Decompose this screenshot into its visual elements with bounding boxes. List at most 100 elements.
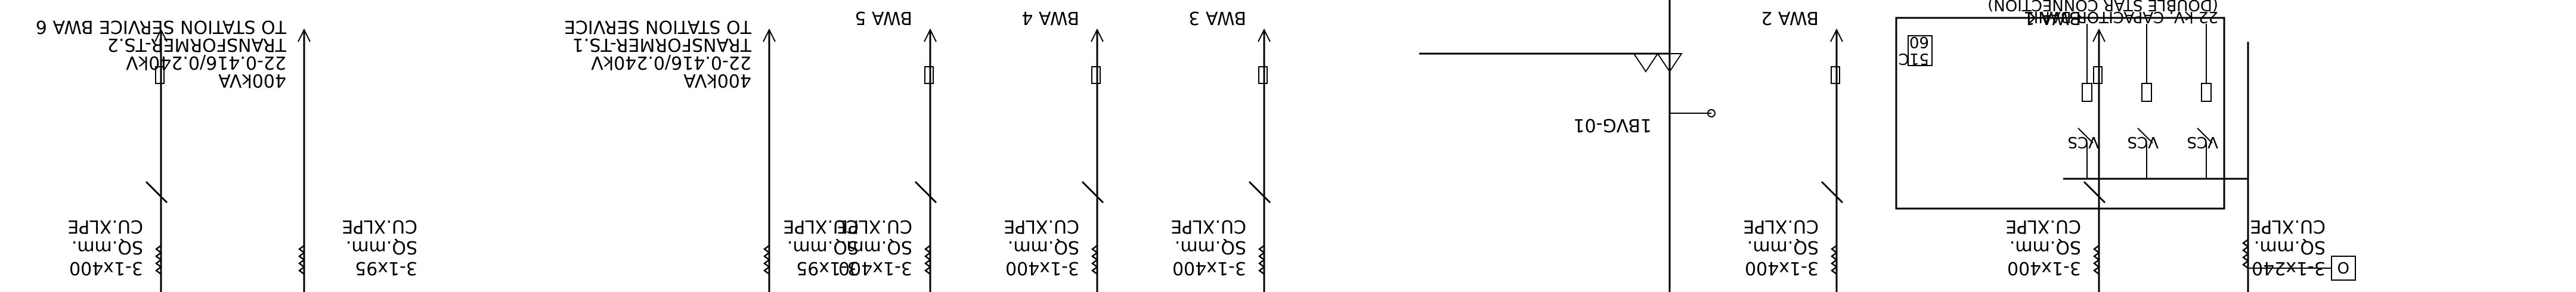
- bwa-2-cable-line-2: SQ.mm.: [1747, 237, 1819, 257]
- ts2-heading: TO STATION SERVICE BWA 6: [36, 16, 287, 37]
- bwa-3-label: BWA 3: [1188, 7, 1246, 28]
- bwa-5-cable-line-3: 3-1x400: [838, 257, 912, 278]
- bwa-1-arrow: [2092, 28, 2106, 42]
- bwa-4-ct: [1091, 66, 1101, 84]
- branch-1-breaker: [2197, 128, 2213, 144]
- rotated-drawing: 22 kV, CAPACITOR BANK (DOUBLE STAR CONNE…: [36, 0, 2356, 292]
- bwa-2-cable-line-1: CU.XLPE: [1743, 216, 1819, 237]
- branch-1-cap: [2201, 83, 2212, 102]
- bwa-4-arrow: [1091, 28, 1104, 42]
- capacitor-branch-3: [2077, 24, 2094, 179]
- capacitor-cable-line-1: CU.XLPE: [2250, 216, 2326, 237]
- ts2-cable-line-2: SQ.mm.: [346, 237, 417, 257]
- branch-2-breaker: [2137, 128, 2153, 144]
- capacitor-meter-label: O: [2337, 258, 2349, 276]
- capacitor-bank: [1895, 17, 2356, 292]
- bwa-3-arrow: [1258, 28, 1271, 42]
- ts1-cable-line-1: CU.XLPE: [783, 216, 859, 237]
- ts1-heading: TO STATION SERVICE: [564, 16, 752, 37]
- ts2-cable-symbol: [298, 245, 306, 275]
- capacitor-bank-title: 22 kV, CAPACITOR BANK: [2027, 8, 2218, 26]
- bwa-3-ct: [1258, 66, 1268, 84]
- bwa-5-cable-line-2: SQ.mm.: [841, 237, 912, 257]
- vt-ground-point: [1707, 109, 1716, 117]
- ts2-cable-line-3: 3-1x95: [355, 257, 417, 278]
- bwa-5-ct: [924, 66, 934, 84]
- bwa-1-cable-line-1: CU.XLPE: [2005, 216, 2081, 237]
- bwa-6-breaker: [145, 181, 168, 204]
- branch-3-cap: [2082, 83, 2092, 102]
- feeder-bwa-1: [2083, 28, 2106, 292]
- capacitor-cable-line-3: 3-1x240: [2252, 257, 2326, 278]
- feeder-bwa-2: [1820, 28, 1844, 292]
- feeder-bwa-5: [914, 28, 937, 292]
- capacitor-branch-2: [2137, 24, 2153, 179]
- bwa-5-label: BWA 5: [854, 7, 912, 28]
- bwa-2-cable-symbol: [1830, 245, 1838, 275]
- bwa-2-ct: [1831, 66, 1840, 84]
- bwa-4-cable-symbol: [1091, 245, 1099, 275]
- bwa-2-arrow: [1830, 28, 1843, 42]
- branch-2-cap: [2141, 83, 2152, 102]
- ts1-transformer-line-2: 22-0.416/0.240kV: [591, 52, 751, 73]
- branch-3-breaker: [2077, 128, 2094, 144]
- station-service-ts1: [763, 28, 776, 292]
- bwa-1-ct: [2093, 66, 2103, 84]
- capacitor-bank-subtitle: (DOUBLE STAR CONNECTION): [1987, 0, 2218, 14]
- ts1-cable-line-3: 3-1x95: [796, 257, 859, 278]
- bwa-3-cable-line-3: 3-1x400: [1172, 257, 1246, 278]
- bwa-4-label: BWA 4: [1021, 7, 1079, 28]
- feeder-bwa-6: [145, 28, 168, 292]
- bwa-3-breaker: [1248, 181, 1271, 204]
- feeder-bwa-4: [1081, 28, 1104, 292]
- ts1-arrow: [763, 28, 776, 42]
- vt-symbol-2: [1633, 53, 1659, 73]
- ts2-transformer-line-2: 22-0.416/0.240kV: [126, 52, 286, 73]
- ts1-transformer-line-3: 400kVA: [683, 70, 751, 91]
- capacitor-relay-label-2: 60: [1909, 33, 1929, 51]
- ts2-transformer-line-3: 400kVA: [218, 70, 286, 91]
- bwa-5-arrow: [924, 28, 937, 42]
- ts2-arrow: [298, 28, 311, 42]
- vcs-label-2: VCS: [2128, 133, 2159, 151]
- bwa-6-ct: [155, 66, 165, 84]
- bwa-6-cable-line-3: 3-1x400: [69, 257, 143, 278]
- vcs-label-3: VCS: [2068, 133, 2099, 151]
- capacitor-cable-symbol: [2241, 239, 2250, 269]
- capacitor-cable-line-2: SQ.mm.: [2254, 237, 2326, 257]
- capacitor-relay-box: [1908, 35, 1933, 66]
- capacitor-bank-enclosure: [1895, 17, 2225, 210]
- bwa-1-label: BWA 1: [2023, 7, 2081, 28]
- ts2-cable-line-1: CU.XLPE: [342, 216, 417, 237]
- bwa-3-cable-symbol: [1258, 245, 1266, 275]
- bwa-2-label: BWA 2: [1761, 7, 1819, 28]
- bwa-4-breaker: [1081, 181, 1104, 204]
- bwa-5-breaker: [914, 181, 937, 204]
- capacitor-relay-label-1: 51C: [1899, 49, 1929, 67]
- bwa-6-cable-line-1: CU.XLPE: [67, 216, 143, 237]
- bwa-2-breaker: [1820, 181, 1844, 204]
- bwa-5-cable-symbol: [924, 245, 932, 275]
- bwa-4-cable-line-2: SQ.mm.: [1008, 237, 1079, 257]
- bwa-3-cable-line-2: SQ.mm.: [1175, 237, 1246, 257]
- vt-label: 1BVG-01: [1573, 114, 1652, 135]
- bwa-5-cable-line-1: CU.XLPE: [837, 216, 912, 237]
- voltage-transformer-1bvg-01: [1419, 0, 1716, 292]
- feeder-bwa-3: [1248, 28, 1271, 292]
- bwa-3-cable-line-1: CU.XLPE: [1171, 216, 1246, 237]
- bwa-1-breaker: [2083, 181, 2106, 204]
- ts2-transformer-line-1: TRANSFORMER-TS.2: [107, 34, 287, 55]
- ts1-cable-symbol: [763, 245, 771, 275]
- bwa-6-arrow: [154, 28, 168, 42]
- bwa-4-cable-line-3: 3-1x400: [1005, 257, 1079, 278]
- bwa-2-cable-line-3: 3-1x400: [1745, 257, 1819, 278]
- bwa-6-cable-symbol: [154, 245, 163, 275]
- station-service-ts2: [298, 28, 311, 292]
- ts1-transformer-line-1: TRANSFORMER-TS.1: [572, 34, 752, 55]
- bwa-6-cable-line-2: SQ.mm.: [72, 237, 143, 257]
- vcs-label-1: VCS: [2187, 133, 2218, 151]
- capacitor-branch-1: [2197, 24, 2213, 179]
- bwa-1-cable-line-3: 3-1x400: [2007, 257, 2081, 278]
- bwa-1-cable-symbol: [2092, 245, 2101, 275]
